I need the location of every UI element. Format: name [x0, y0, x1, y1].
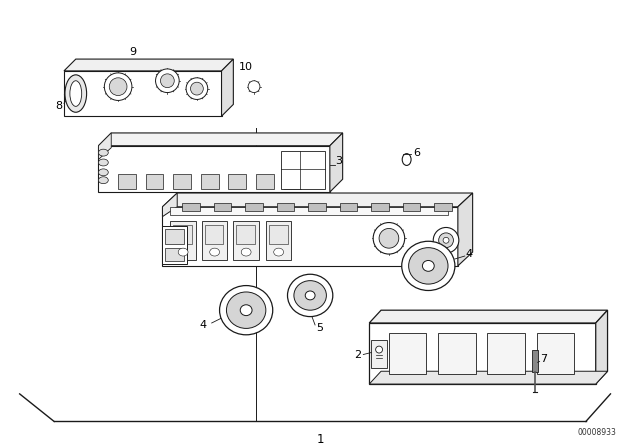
Ellipse shape [186, 78, 208, 99]
Polygon shape [64, 71, 221, 116]
Polygon shape [256, 174, 274, 189]
Ellipse shape [402, 241, 455, 290]
Ellipse shape [220, 285, 273, 335]
Ellipse shape [443, 237, 449, 243]
Polygon shape [532, 349, 538, 372]
Polygon shape [214, 203, 232, 211]
Polygon shape [371, 340, 387, 368]
Polygon shape [389, 333, 426, 374]
Ellipse shape [109, 78, 127, 95]
Polygon shape [369, 371, 607, 384]
Ellipse shape [99, 177, 108, 184]
Polygon shape [488, 333, 525, 374]
Ellipse shape [433, 228, 459, 253]
Ellipse shape [287, 274, 333, 317]
Polygon shape [99, 133, 111, 159]
Polygon shape [118, 174, 136, 189]
Polygon shape [245, 203, 263, 211]
Polygon shape [170, 220, 196, 260]
Text: 6: 6 [413, 148, 420, 158]
Polygon shape [234, 220, 259, 260]
Polygon shape [276, 203, 294, 211]
Polygon shape [170, 207, 448, 215]
Ellipse shape [210, 248, 220, 256]
Polygon shape [173, 224, 192, 244]
Ellipse shape [191, 82, 204, 95]
Text: 8: 8 [55, 101, 62, 112]
Polygon shape [165, 248, 184, 261]
Text: 00008933: 00008933 [578, 428, 617, 437]
Ellipse shape [156, 69, 179, 93]
Polygon shape [280, 151, 325, 189]
Polygon shape [269, 224, 287, 244]
Polygon shape [205, 224, 223, 244]
Polygon shape [458, 193, 472, 266]
Text: 5: 5 [316, 323, 323, 333]
Polygon shape [438, 333, 476, 374]
Ellipse shape [240, 305, 252, 315]
Polygon shape [146, 174, 163, 189]
Polygon shape [201, 174, 219, 189]
Text: 4: 4 [466, 249, 473, 259]
Polygon shape [173, 174, 191, 189]
Polygon shape [403, 203, 420, 211]
Ellipse shape [227, 292, 266, 328]
Text: 4: 4 [200, 320, 207, 330]
Polygon shape [182, 203, 200, 211]
Ellipse shape [373, 223, 404, 254]
Ellipse shape [438, 233, 453, 248]
Ellipse shape [379, 228, 399, 248]
Polygon shape [228, 174, 246, 189]
Ellipse shape [65, 75, 86, 112]
Text: 7: 7 [540, 354, 547, 364]
Ellipse shape [161, 74, 174, 88]
Polygon shape [308, 203, 326, 211]
Text: 2: 2 [354, 349, 362, 359]
Ellipse shape [274, 248, 284, 256]
Polygon shape [165, 229, 184, 244]
Polygon shape [163, 207, 458, 266]
Polygon shape [99, 146, 330, 192]
Polygon shape [64, 59, 234, 71]
Text: 3: 3 [335, 155, 342, 165]
Ellipse shape [376, 346, 383, 353]
Ellipse shape [99, 149, 108, 156]
Polygon shape [537, 333, 574, 374]
Ellipse shape [99, 159, 108, 166]
Ellipse shape [70, 81, 82, 106]
Polygon shape [330, 133, 342, 192]
Polygon shape [266, 220, 291, 260]
Ellipse shape [241, 248, 251, 256]
Ellipse shape [104, 73, 132, 100]
Polygon shape [202, 220, 227, 260]
Text: 9: 9 [129, 47, 136, 57]
Polygon shape [163, 193, 177, 217]
Polygon shape [163, 227, 187, 264]
Ellipse shape [248, 81, 260, 93]
Polygon shape [369, 323, 596, 384]
Polygon shape [434, 203, 452, 211]
Text: 10: 10 [239, 62, 253, 72]
Ellipse shape [178, 248, 188, 256]
Polygon shape [99, 133, 342, 146]
Polygon shape [236, 224, 255, 244]
Polygon shape [221, 59, 234, 116]
Text: 1: 1 [316, 433, 324, 446]
Ellipse shape [408, 248, 448, 284]
Polygon shape [596, 310, 607, 384]
Polygon shape [371, 203, 389, 211]
Ellipse shape [422, 260, 434, 271]
Polygon shape [284, 174, 301, 189]
Polygon shape [340, 203, 357, 211]
Ellipse shape [305, 291, 315, 300]
Ellipse shape [99, 169, 108, 176]
Ellipse shape [294, 280, 326, 310]
Polygon shape [163, 193, 472, 207]
Polygon shape [369, 310, 607, 323]
